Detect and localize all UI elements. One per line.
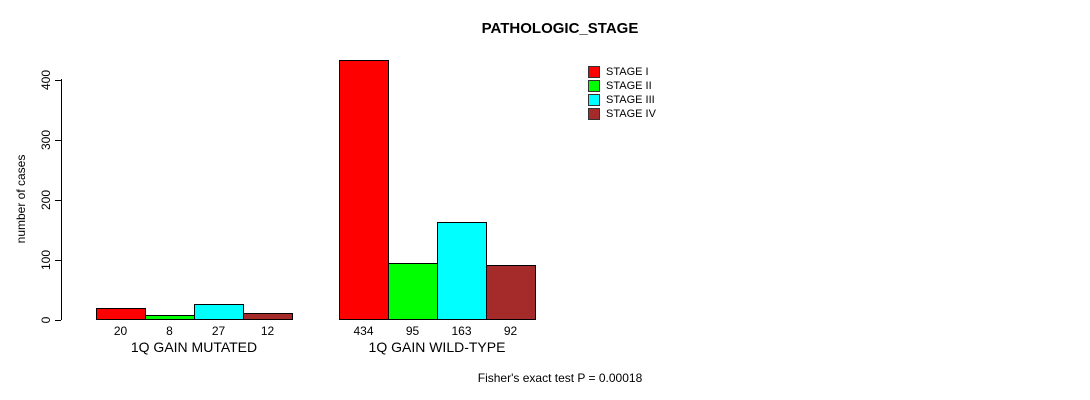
y-axis-label: number of cases	[14, 154, 28, 244]
legend-swatch	[588, 94, 600, 106]
bar-stage-iv	[486, 264, 536, 320]
y-tick-mark	[55, 320, 61, 321]
bar-stage-iii	[194, 303, 244, 320]
y-tick-label: 300	[39, 129, 53, 151]
y-tick-mark	[55, 260, 61, 261]
bar-stage-iv	[243, 312, 293, 320]
bar-value-label: 92	[503, 324, 518, 338]
legend-swatch	[588, 66, 600, 78]
bar-value-label: 8	[166, 324, 173, 338]
y-tick-mark	[55, 200, 61, 201]
chart-title: PATHOLOGIC_STAGE	[481, 20, 639, 37]
y-tick-label: 400	[39, 69, 53, 91]
y-axis-line	[61, 79, 62, 320]
bar-stage-ii	[145, 315, 195, 320]
legend-row: STAGE II	[588, 79, 656, 93]
bar-value-label: 27	[211, 324, 226, 338]
y-tick-label: 100	[39, 249, 53, 271]
legend: STAGE I STAGE II STAGE III STAGE IV	[588, 65, 656, 121]
legend-swatch	[588, 80, 600, 92]
legend-row: STAGE III	[588, 93, 656, 107]
y-tick-mark	[55, 140, 61, 141]
legend-row: STAGE IV	[588, 107, 656, 121]
y-tick-mark	[55, 80, 61, 81]
bar-value-label: 95	[405, 324, 420, 338]
legend-swatch	[588, 108, 600, 120]
x-axis-category-label: 1Q GAIN MUTATED	[130, 339, 258, 355]
bar-stage-i	[96, 308, 146, 320]
legend-label: STAGE II	[606, 80, 652, 92]
bar-value-label: 20	[113, 324, 128, 338]
bar-stage-i	[339, 59, 389, 320]
bar-stage-ii	[388, 263, 438, 320]
legend-label: STAGE IV	[606, 108, 656, 120]
y-tick-label: 200	[39, 189, 53, 211]
legend-label: STAGE I	[606, 66, 649, 78]
bar-stage-iii	[437, 222, 487, 320]
bar-value-label: 434	[353, 324, 374, 338]
bar-value-label: 163	[451, 324, 472, 338]
y-tick-label: 0	[39, 316, 53, 324]
x-axis-category-label: 1Q GAIN WILD-TYPE	[368, 339, 506, 355]
legend-row: STAGE I	[588, 65, 656, 79]
legend-label: STAGE III	[606, 94, 655, 106]
bar-value-label: 12	[260, 324, 275, 338]
stat-annotation: Fisher's exact test P = 0.00018	[477, 371, 643, 385]
